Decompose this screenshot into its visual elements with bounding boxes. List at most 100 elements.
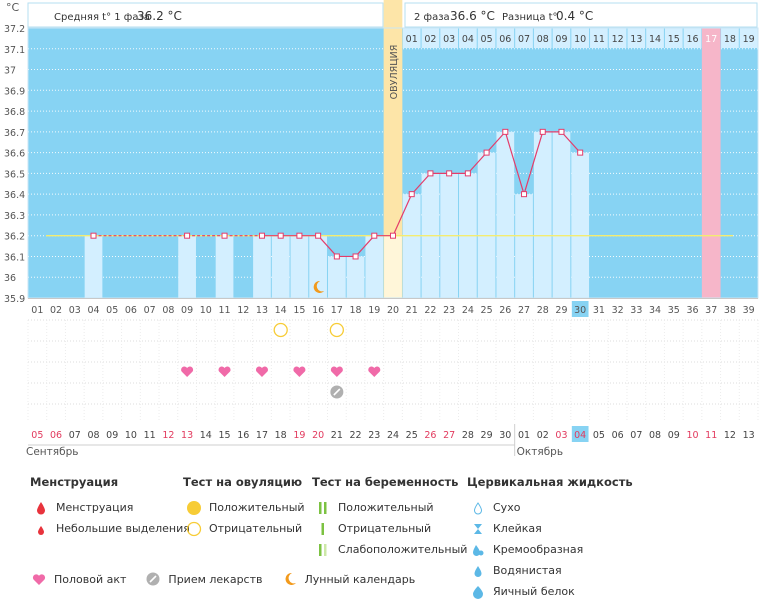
cycle-day-label: 33 bbox=[630, 305, 642, 316]
phase2-day-cell bbox=[477, 28, 496, 48]
phase2-day-label: 12 bbox=[612, 34, 624, 45]
legend-title-cervical-fluid: Цервикальная жидкость bbox=[467, 475, 633, 489]
phase2-day-label: 04 bbox=[462, 34, 474, 45]
legend-item-pregnancy-weak: Слабоположительный bbox=[312, 539, 467, 560]
phase2-day-label: 15 bbox=[668, 34, 680, 45]
weak-bar-icon bbox=[312, 543, 334, 557]
ovulation-band bbox=[383, 0, 403, 298]
phase2-day-cell bbox=[721, 28, 739, 48]
phase2-day-label: 10 bbox=[574, 34, 586, 45]
month-label-start: Сентябрь bbox=[26, 446, 78, 458]
legend-label: Водянистая bbox=[493, 564, 562, 577]
calendar-date-label: 23 bbox=[368, 430, 380, 441]
calendar-date-label: 13 bbox=[743, 430, 755, 441]
temperature-point bbox=[464, 170, 471, 177]
cycle-day-label: 26 bbox=[499, 305, 511, 316]
legend-label: Кремообразная bbox=[493, 543, 584, 556]
cycle-day-label: 30 bbox=[574, 305, 586, 316]
header-box-phase2 bbox=[404, 2, 758, 28]
heart-icon bbox=[330, 366, 343, 377]
cycle-day-label: 10 bbox=[200, 305, 212, 316]
cycle-day-label: 03 bbox=[69, 305, 81, 316]
legend-item-ovulation-positive: Положительный bbox=[183, 497, 305, 518]
calendar-date-label: 30 bbox=[499, 430, 511, 441]
legend-item-medication: Прием лекарств bbox=[142, 572, 263, 586]
legend-label: Слабоположительный bbox=[338, 543, 468, 556]
legend-item-pregnancy-positive: Положительный bbox=[312, 497, 467, 518]
legend-item-pregnancy-negative: Отрицательный bbox=[312, 518, 467, 539]
cycle-day-label: 15 bbox=[293, 305, 305, 316]
cycle-day-label: 23 bbox=[443, 305, 455, 316]
y-tick-label: 36.9 bbox=[4, 86, 25, 97]
temperature-bar bbox=[365, 235, 384, 298]
calendar-date-label: 05 bbox=[593, 430, 605, 441]
legend-label: Положительный bbox=[338, 501, 434, 514]
cycle-day-label: 27 bbox=[518, 305, 530, 316]
diff-value: 0.4 °C bbox=[556, 9, 593, 23]
cycle-day-label: 22 bbox=[424, 305, 436, 316]
phase2-day-cell bbox=[459, 28, 477, 48]
cycle-day-label: 37 bbox=[705, 305, 717, 316]
ovulation-positive-icon bbox=[183, 500, 205, 516]
temperature-bar bbox=[552, 131, 571, 298]
moon-icon bbox=[313, 280, 325, 293]
phase1-value: 36.2 °C bbox=[137, 9, 182, 23]
y-tick-label: 36 bbox=[4, 273, 16, 284]
phase2-day-label: 02 bbox=[424, 34, 436, 45]
legend-label: Отрицательный bbox=[338, 522, 432, 535]
temperature-bar bbox=[402, 194, 421, 298]
cycle-day-label: 34 bbox=[649, 305, 661, 316]
today-highlight bbox=[571, 426, 589, 442]
diff-label: Разница t° bbox=[502, 12, 558, 23]
ovulation-label: ОВУЛЯЦИЯ bbox=[389, 45, 400, 100]
calendar-date-label: 12 bbox=[724, 430, 736, 441]
phase2-day-cell bbox=[571, 28, 590, 48]
cycle-day-label: 19 bbox=[368, 305, 380, 316]
temperature-line-segment bbox=[392, 193, 413, 236]
temperature-bar bbox=[178, 235, 196, 298]
calendar-date-label: 18 bbox=[275, 430, 287, 441]
cycle-day-label: 35 bbox=[668, 305, 680, 316]
temperature-point bbox=[258, 232, 265, 239]
ovulation-test-negative-icon bbox=[273, 322, 288, 338]
temperature-point bbox=[427, 170, 434, 177]
legend-label: Менструация bbox=[56, 501, 134, 514]
pill-icon-stroke bbox=[333, 388, 341, 396]
y-tick-label: 36.1 bbox=[4, 252, 25, 263]
calendar-date-label: 25 bbox=[406, 430, 418, 441]
calendar-date-label: 06 bbox=[50, 430, 62, 441]
temperature-point bbox=[502, 128, 509, 135]
temperature-line-segment bbox=[411, 172, 431, 195]
phase2-day-cell bbox=[402, 28, 421, 48]
phase2-day-label: 19 bbox=[743, 34, 755, 45]
ovulation-test-negative-icon bbox=[329, 322, 344, 338]
temperature-point bbox=[333, 253, 340, 260]
cycle-day-label: 29 bbox=[555, 305, 567, 316]
legend-menstruation: Менструация Менструация Небольшие выделе… bbox=[30, 475, 190, 539]
legend-label: Отрицательный bbox=[209, 522, 303, 535]
calendar-date-label: 05 bbox=[31, 430, 43, 441]
legend-title-menstruation: Менструация bbox=[30, 475, 119, 489]
calendar-date-label: 02 bbox=[537, 430, 549, 441]
phase2-day-cell bbox=[515, 28, 533, 48]
temperature-line-segment bbox=[317, 235, 338, 257]
phase2-day-label: 08 bbox=[537, 34, 549, 45]
eggwhite-drop-icon bbox=[467, 585, 489, 599]
legend-cervical-fluid: Цервикальная жидкость Сухо Клейкая Кремо… bbox=[467, 475, 633, 602]
y-tick-label: 37.2 bbox=[4, 24, 25, 35]
calendar-date-label: 12 bbox=[162, 430, 174, 441]
cycle-day-label: 17 bbox=[331, 305, 343, 316]
legend-label: Половой акт bbox=[54, 572, 127, 586]
y-tick-label: 35.9 bbox=[4, 294, 25, 305]
heart-icon bbox=[293, 366, 306, 377]
cycle-day-label: 05 bbox=[106, 305, 118, 316]
single-bar-icon bbox=[312, 522, 334, 536]
temperature-bar bbox=[571, 152, 590, 298]
cycle-day-label: 06 bbox=[125, 305, 137, 316]
cycle-day-label: 02 bbox=[50, 305, 62, 316]
temperature-bar bbox=[346, 256, 365, 298]
calendar-date-label: 08 bbox=[87, 430, 99, 441]
bottom-legend: Половой акт Прием лекарств Лунный календ… bbox=[28, 572, 431, 586]
highlight-day-column bbox=[701, 28, 721, 298]
cycle-day-label: 08 bbox=[162, 305, 174, 316]
